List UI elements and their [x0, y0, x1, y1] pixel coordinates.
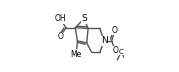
Text: O: O — [113, 46, 118, 55]
Text: Me: Me — [71, 50, 82, 59]
Text: C: C — [119, 49, 124, 55]
Text: O: O — [57, 32, 63, 41]
Text: N: N — [101, 36, 107, 45]
Text: OH: OH — [54, 14, 66, 23]
Text: S: S — [81, 14, 87, 23]
Text: O: O — [112, 26, 118, 35]
